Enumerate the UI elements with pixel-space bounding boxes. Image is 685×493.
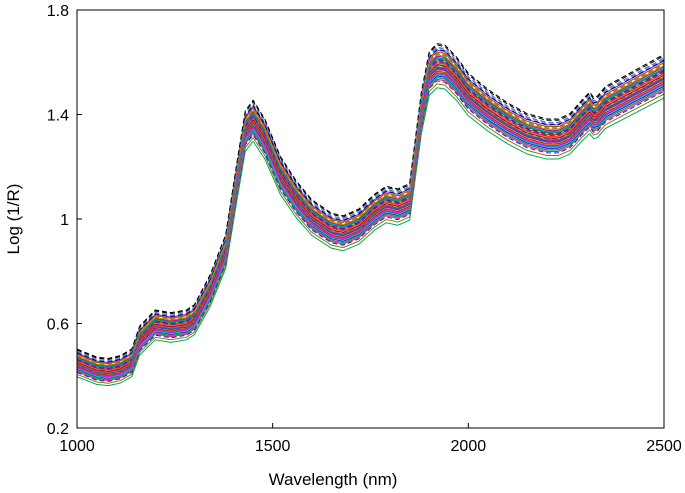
- spectrum-line-37: [76, 52, 665, 365]
- spectrum-line-38: [76, 46, 665, 362]
- x-tick-label: 1000: [59, 438, 95, 455]
- x-tick-label: 2000: [451, 438, 487, 455]
- x-tick-label: 2500: [646, 438, 682, 455]
- spectrum-line-19: [76, 60, 665, 370]
- spectrum-line-30: [76, 49, 665, 363]
- spectrum-line-17: [76, 66, 665, 374]
- spectrum-line-31: [76, 77, 665, 381]
- spectrum-line-21: [76, 53, 665, 366]
- spectrum-line-15: [76, 73, 665, 378]
- spectrum-line-25: [76, 70, 665, 376]
- y-tick-label: 0.2: [47, 421, 69, 438]
- spectrum-line-9: [76, 55, 665, 367]
- y-tick-label: 0.6: [47, 317, 69, 334]
- spectrum-line-2: [76, 78, 665, 381]
- spectrum-line-5: [76, 68, 665, 375]
- spectrum-line-35: [76, 61, 665, 371]
- spectrum-line-11: [76, 47, 665, 362]
- spectrum-line-13: [76, 83, 665, 384]
- y-axis-title: Log (1/R): [4, 184, 23, 255]
- spectrum-line-1: [76, 87, 665, 387]
- spectrum-line-24: [76, 74, 665, 379]
- y-tick-label: 1.8: [47, 3, 69, 20]
- spectrum-line-8: [76, 58, 665, 369]
- y-tick-label: 1.4: [47, 108, 69, 125]
- x-axis-title: Wavelength (nm): [269, 470, 398, 489]
- spectrum-line-34: [76, 64, 665, 372]
- series-layer: [76, 43, 665, 387]
- spectrum-line-3: [76, 75, 665, 379]
- spectrum-line-10: [76, 51, 665, 365]
- spectrum-line-12: [76, 44, 665, 360]
- spectrum-line-28: [76, 59, 665, 370]
- spectrum-line-4: [76, 71, 665, 377]
- tick-layer: 1000 1500 2000 2500 0.2 0.6 1 1.4 1.8: [47, 3, 682, 455]
- spectrum-line-33: [76, 67, 665, 375]
- spectrum-line-16: [76, 69, 665, 376]
- spectrum-line-23: [76, 80, 665, 382]
- spectrum-line-27: [76, 62, 665, 372]
- spectrum-line-6: [76, 65, 665, 373]
- spectrum-line-39: [76, 43, 665, 359]
- x-tick-label: 1500: [255, 438, 291, 455]
- spectrum-line-40: [76, 66, 665, 374]
- y-tick-label: 1: [60, 212, 69, 229]
- spectrum-line-36: [76, 57, 665, 368]
- spectrum-line-32: [76, 72, 665, 377]
- spectrum-line-29: [76, 54, 665, 366]
